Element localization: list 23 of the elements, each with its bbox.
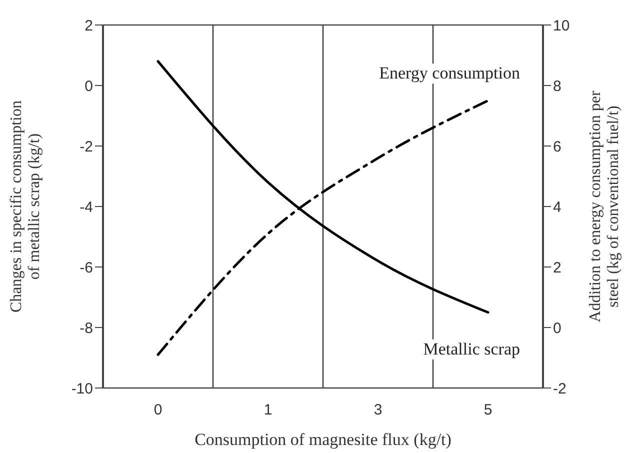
y2-tick-label: 10 — [553, 17, 570, 34]
y-tick-label: -6 — [80, 259, 93, 276]
y2-tick-label: 2 — [553, 259, 562, 276]
y2-tick-label: 6 — [553, 138, 562, 156]
x-tick-label: 1 — [264, 402, 272, 419]
x-tick-label: 3 — [374, 402, 382, 419]
text: Metallic scrap — [423, 339, 520, 358]
y2-tick-label: 8 — [553, 78, 562, 95]
text: Energy consumption — [379, 64, 520, 83]
y2-axis-title: Addition to energy consumption per steel (kg of conventional fuel/t) — [587, 90, 622, 322]
x-tick-label: 0 — [154, 402, 162, 419]
y2-tick-label: 0 — [553, 320, 562, 337]
y2-tick-label: -2 — [553, 380, 566, 398]
y-tick-label: -8 — [80, 320, 93, 337]
y-axis-title: Changes in specific consumption of metallic scrap (kg/t) — [8, 100, 43, 312]
y-tick-label: -10 — [71, 380, 93, 398]
x-axis-title: Consumption of magnesite flux (kg/t) — [194, 430, 452, 449]
y-tick-label: 2 — [84, 17, 93, 34]
y-tick-label: -2 — [80, 138, 93, 156]
y2-tick-label: 4 — [553, 198, 562, 216]
y-tick-label: -4 — [80, 198, 93, 216]
y-tick-label: 0 — [84, 78, 93, 95]
x-tick-label: 5 — [484, 402, 492, 419]
